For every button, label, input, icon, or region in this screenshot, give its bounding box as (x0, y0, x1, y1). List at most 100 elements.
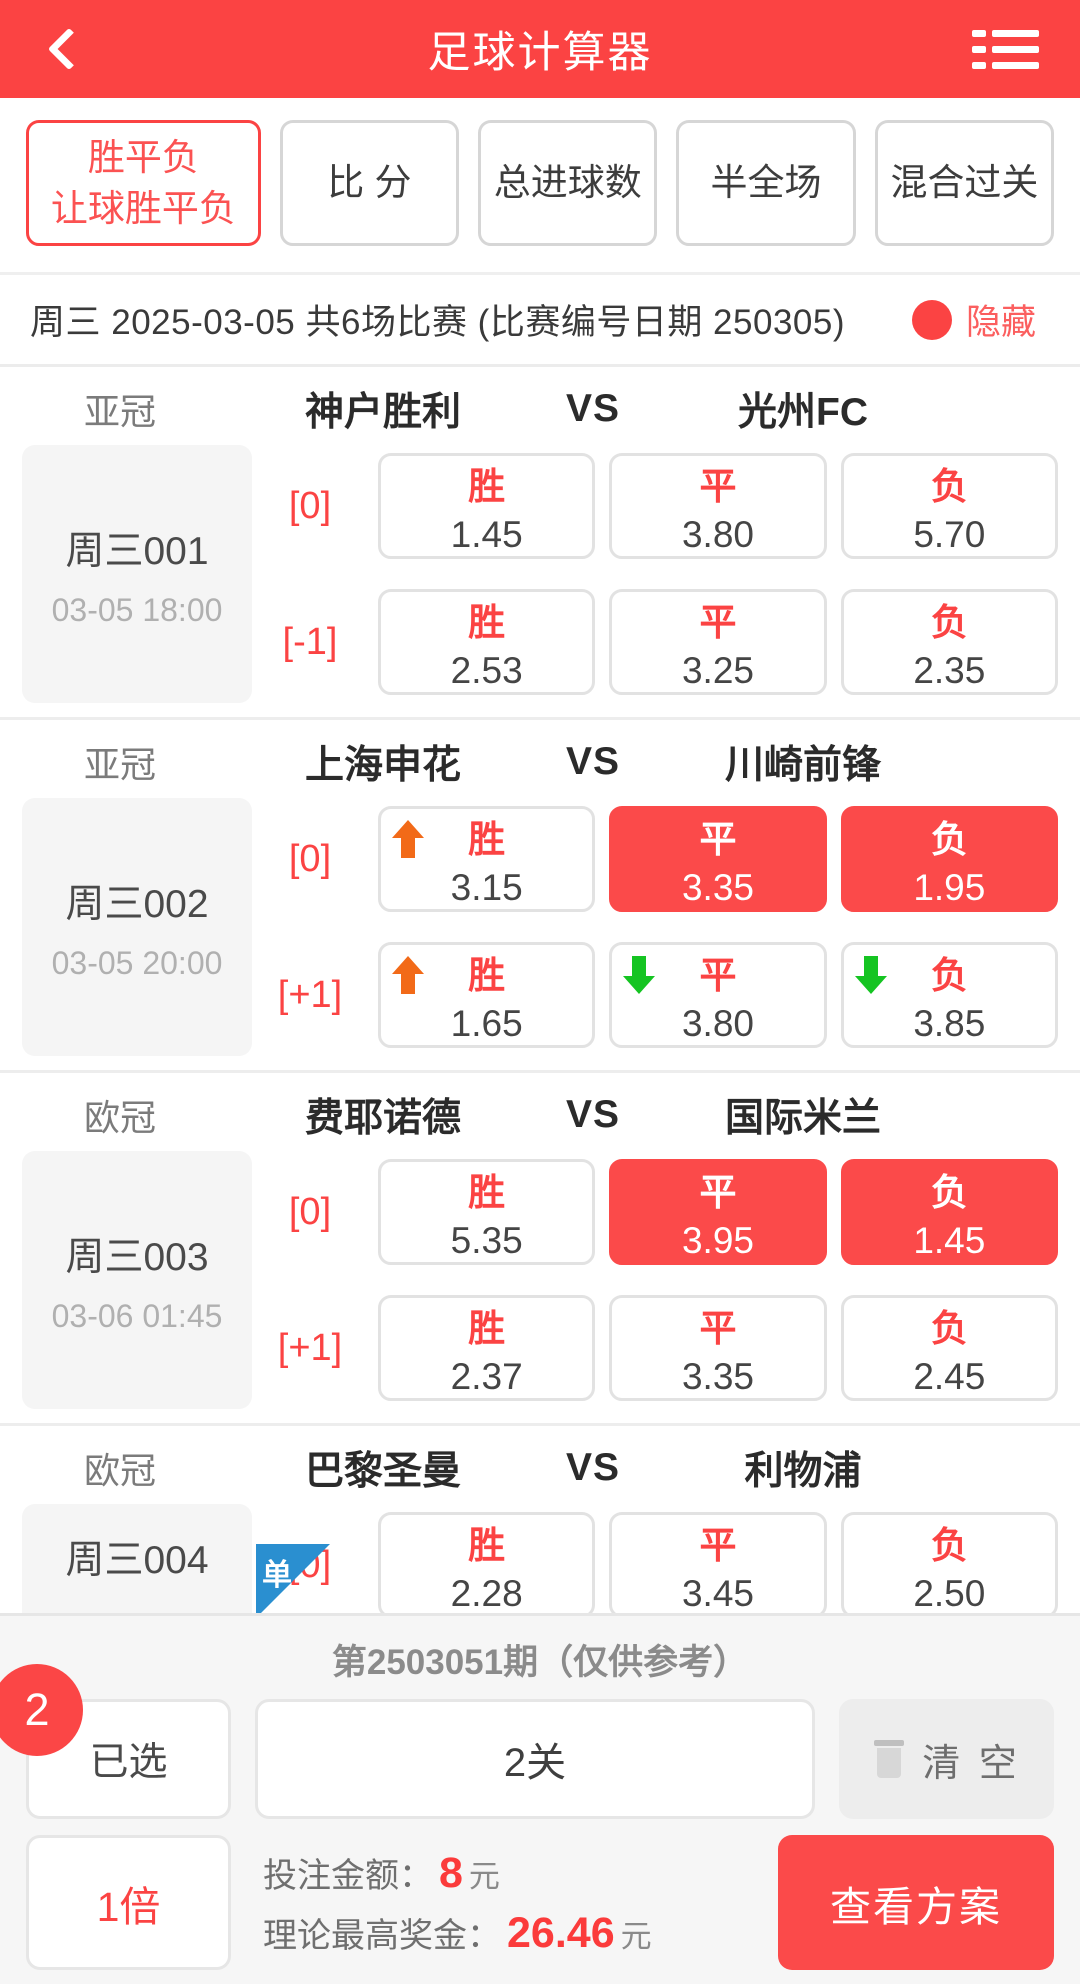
odds-cell[interactable]: 负 5.70 (840, 453, 1058, 559)
handicap-value: [-1] (282, 620, 338, 663)
menu-line (971, 45, 1039, 53)
odds-result-label: 胜 (468, 1525, 506, 1566)
odds-value: 3.80 (681, 514, 754, 555)
period-label: 第2503051期（仅供参考） (331, 1643, 749, 1682)
match-info-box[interactable]: 周三004 (22, 1504, 252, 1626)
handicap-value: [+1] (277, 1326, 343, 1369)
selected-count-box[interactable]: 2 已选 (0, 1664, 231, 1819)
vs-label: VS (565, 740, 621, 783)
odds-row: [-1] 胜 2.53 平 3.25 负 2.35 (256, 581, 1058, 703)
odds-cell[interactable]: 平 3.80 (609, 453, 827, 559)
odds-result-label: 胜 (468, 819, 506, 860)
max-prize-line: 理论最高奖金： 26.46 元 (263, 1908, 756, 1958)
odds-value: 1.45 (450, 514, 523, 555)
hide-toggle[interactable]: 隐藏 (911, 294, 1050, 345)
teams: 上海申花 VS 川崎前锋 (218, 734, 1058, 790)
back-button[interactable] (24, 0, 114, 98)
odds-cell[interactable]: 胜 1.65 (378, 942, 596, 1048)
play-type-tabs: 胜平负 让球胜平负 比 分 总进球数 半全场 混合过关 (0, 98, 1080, 275)
odds-value: 2.28 (450, 1573, 523, 1614)
amount-row: 1倍 投注金额： 8 元 理论最高奖金： 26.46 元 查看方案 (0, 1835, 1080, 1970)
odds-result-label: 负 (930, 1525, 968, 1566)
odds-area: [0] 胜 5.35 平 3.95 负 1.45 [+1] 胜 2.37 平 3.35 负 2.45 (256, 1151, 1058, 1409)
list-menu-icon[interactable] (960, 0, 1050, 98)
odds-cell[interactable]: 平 3.45 (609, 1512, 827, 1618)
odds-cell[interactable]: 胜 2.28 (378, 1512, 596, 1618)
odds-value: 1.45 (913, 1220, 986, 1261)
odds-area: [0] 胜 1.45 平 3.80 负 5.70 [-1] 胜 2.53 平 3.25 负 2.35 (256, 445, 1058, 703)
match-number: 周三004 (65, 1539, 209, 1582)
odds-row: [+1] 胜 2.37 平 3.35 负 2.45 (256, 1287, 1058, 1409)
odds-value: 3.35 (681, 1356, 754, 1397)
odds-cell[interactable]: 平 3.95 (609, 1159, 827, 1265)
multiplier-label: 1倍 (96, 1883, 161, 1930)
odds-cell[interactable]: 胜 5.35 (378, 1159, 596, 1265)
odds-result-label: 负 (930, 466, 968, 507)
handicap-value: [+1] (277, 973, 343, 1016)
odds-result-label: 负 (930, 1172, 968, 1213)
odds-cell[interactable]: 胜 2.37 (378, 1295, 596, 1401)
match-number: 周三003 (65, 1235, 209, 1279)
bet-amount-line: 投注金额： 8 元 (263, 1848, 756, 1898)
match-header: 亚冠 神户胜利 VS 光州FC (22, 367, 1058, 445)
tab-label: 半全场 (710, 162, 822, 204)
handicap-label: [0] (256, 838, 364, 881)
odds-cell[interactable]: 胜 1.45 (378, 453, 596, 559)
odds-cell[interactable]: 负 2.35 (840, 589, 1058, 695)
odds-cell[interactable]: 平 3.35 (609, 1295, 827, 1401)
odds-cell[interactable]: 平 3.25 (609, 589, 827, 695)
odds-cell[interactable]: 负 1.45 (840, 1159, 1058, 1265)
odds-cell[interactable]: 负 1.95 (840, 806, 1058, 912)
clear-button[interactable]: 清 空 (839, 1699, 1054, 1819)
odds-result-label: 平 (699, 1525, 737, 1566)
match-time: 03-06 01:45 (51, 1297, 223, 1334)
league-name: 亚冠 (83, 744, 156, 785)
tab-total-goals[interactable]: 总进球数 (478, 120, 658, 246)
odds-row: [0] 胜 5.35 平 3.95 负 1.45 (256, 1151, 1058, 1273)
match-header: 欧冠 费耶诺德 VS 国际米兰 (22, 1073, 1058, 1151)
tab-win-draw-lose[interactable]: 胜平负 让球胜平负 (26, 120, 261, 246)
odds-value: 3.25 (681, 650, 754, 691)
odds-cell[interactable]: 平 3.35 (609, 806, 827, 912)
odds-cell[interactable]: 负 3.85 (840, 942, 1058, 1048)
odds-cell[interactable]: 平 3.80 (609, 942, 827, 1048)
odds-cell[interactable]: 负 2.45 (840, 1295, 1058, 1401)
odds-cell[interactable]: 负 2.50 (840, 1512, 1058, 1618)
match-info-box[interactable]: 周三001 03-05 18:00 (22, 445, 252, 703)
odds-value: 3.45 (681, 1573, 754, 1614)
tab-score[interactable]: 比 分 (279, 120, 460, 246)
handicap-label: [-1] (256, 621, 364, 664)
odds-value: 3.15 (450, 867, 523, 908)
match-info-box[interactable]: 周三003 03-06 01:45 (22, 1151, 252, 1409)
home-team: 费耶诺德 (304, 1097, 461, 1140)
app-header: 足球计算器 (0, 0, 1080, 98)
match-body: 周三002 03-05 20:00 [0] 胜 3.15 平 3.35 负 1.95 [+1] 胜 1… (22, 798, 1058, 1056)
multiplier-box[interactable]: 1倍 (26, 1835, 231, 1970)
odds-result-label: 胜 (468, 602, 506, 643)
pass-type-select[interactable]: 2关 (255, 1699, 815, 1819)
odds-area: [0] 胜 3.15 平 3.35 负 1.95 [+1] 胜 1.65 平 3.80 负 3.85 (256, 798, 1058, 1056)
odds-result-label: 负 (930, 1308, 968, 1349)
bet-amount-value: 8 (439, 1848, 463, 1897)
odds-cell[interactable]: 胜 2.53 (378, 589, 596, 695)
match-body: 周三004 单 [0] 胜 2.28 平 3.45 负 2.50 (22, 1504, 1058, 1626)
odds-value: 3.95 (681, 1220, 754, 1261)
odds-result-label: 胜 (468, 1308, 506, 1349)
tab-half-full[interactable]: 半全场 (676, 120, 856, 246)
odds-value: 3.85 (913, 1003, 986, 1044)
odds-result-label: 平 (699, 955, 737, 996)
view-plan-button[interactable]: 查看方案 (778, 1835, 1054, 1970)
odds-result-label: 负 (930, 819, 968, 860)
away-team: 国际米兰 (724, 1097, 881, 1140)
max-prize-unit: 元 (620, 1918, 652, 1954)
home-team: 神户胜利 (304, 391, 461, 434)
match-header: 亚冠 上海申花 VS 川崎前锋 (22, 720, 1058, 798)
tab-mixed[interactable]: 混合过关 (874, 120, 1055, 246)
handicap-label: [+1] (256, 1327, 364, 1370)
odds-result-label: 平 (699, 819, 737, 860)
match-number: 周三002 (65, 882, 209, 926)
match-info-box[interactable]: 周三002 03-05 20:00 (22, 798, 252, 1056)
odds-cell[interactable]: 胜 3.15 (378, 806, 596, 912)
odds-row: [0] 胜 3.15 平 3.35 负 1.95 (256, 798, 1058, 920)
